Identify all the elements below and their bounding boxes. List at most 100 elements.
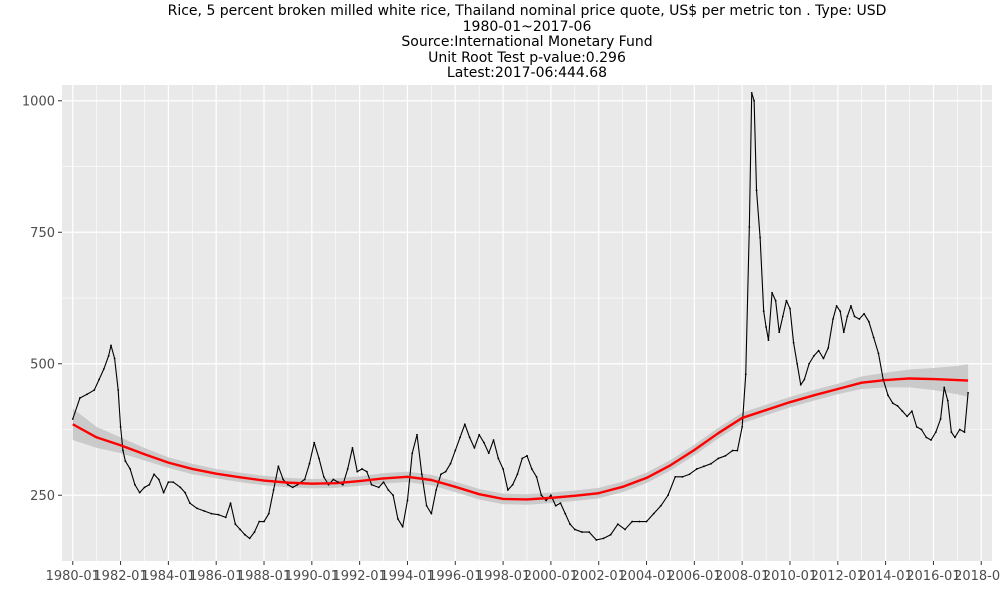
data-point (98, 378, 100, 381)
data-point (771, 291, 773, 294)
data-point (322, 475, 325, 478)
data-point (832, 318, 834, 320)
data-point (506, 489, 509, 491)
data-point (318, 457, 320, 460)
data-point (435, 489, 438, 491)
data-point (778, 331, 781, 334)
data-point (872, 336, 875, 339)
data-point (581, 531, 583, 533)
data-point (835, 305, 838, 307)
data-point (124, 460, 127, 462)
x-tick-label: 1982-01 (93, 569, 147, 584)
data-point (157, 478, 160, 481)
data-point (248, 537, 251, 540)
x-tick-label: 1992-01 (332, 569, 386, 584)
data-point (867, 320, 870, 323)
data-point (736, 449, 739, 452)
data-point (263, 520, 265, 523)
data-point (731, 449, 734, 452)
data-point (468, 436, 471, 439)
data-point (184, 491, 187, 494)
data-point (950, 431, 953, 434)
data-point (839, 310, 842, 313)
data-point (167, 481, 170, 483)
data-point (767, 339, 770, 341)
data-point (896, 404, 899, 407)
data-point (925, 436, 928, 439)
data-point (313, 441, 316, 444)
data-point (478, 433, 481, 436)
x-tick-label: 2014-01 (858, 569, 912, 584)
data-point (803, 378, 806, 381)
y-tick-label: 1000 (22, 94, 55, 109)
data-point (327, 483, 330, 486)
data-point (762, 310, 765, 313)
data-point (420, 473, 423, 476)
data-point (681, 475, 684, 478)
data-point (287, 483, 289, 486)
data-point (203, 510, 206, 512)
data-point (774, 299, 777, 302)
y-axis: 250 500 750 1000 (22, 94, 62, 504)
data-point (337, 481, 340, 483)
data-point (967, 391, 969, 394)
data-point (179, 486, 182, 489)
data-point (550, 494, 552, 497)
data-point (588, 531, 591, 533)
data-point (406, 499, 409, 502)
data-point (750, 91, 753, 94)
data-point (346, 468, 349, 470)
data-point (602, 537, 605, 540)
data-point (717, 457, 720, 460)
data-point (595, 539, 598, 541)
data-point (71, 418, 74, 420)
data-point (877, 352, 880, 355)
data-point (652, 512, 655, 515)
x-tick-label: 2002-01 (572, 569, 626, 584)
data-point (454, 449, 457, 452)
data-point (425, 504, 428, 507)
data-point (291, 486, 294, 489)
x-tick-label: 1990-01 (285, 569, 339, 584)
data-point (153, 473, 155, 476)
data-point (483, 441, 485, 444)
data-point (559, 502, 562, 505)
x-tick-label: 1996-01 (428, 569, 482, 584)
data-point (365, 470, 368, 473)
data-point (688, 473, 691, 476)
data-point (93, 389, 96, 391)
data-point (667, 494, 669, 497)
data-point (906, 415, 909, 418)
data-point (129, 468, 132, 470)
major-gridlines (62, 85, 992, 561)
data-point (463, 423, 466, 426)
data-point (703, 465, 705, 468)
data-point (243, 533, 246, 536)
data-point (846, 315, 849, 318)
data-point (930, 439, 932, 441)
confidence-band (72, 364, 969, 505)
data-point (162, 491, 165, 494)
data-point (189, 502, 191, 505)
data-point (753, 99, 756, 102)
data-point (492, 439, 495, 441)
data-point (110, 344, 112, 347)
x-tick-label: 1994-01 (380, 569, 434, 584)
data-point (645, 520, 648, 523)
data-point (377, 486, 380, 489)
data-point (308, 462, 311, 465)
data-point (397, 518, 399, 520)
x-tick-label: 2008-01 (715, 569, 769, 584)
x-tick-label: 2018-01 (954, 569, 1000, 584)
data-point (411, 452, 414, 455)
data-point (224, 516, 227, 519)
data-point (234, 523, 237, 526)
minor-gridlines (62, 85, 992, 561)
x-axis: 1980-011982-011984-011986-011988-011990-… (46, 561, 1000, 584)
data-point (487, 452, 490, 455)
x-tick-label: 2000-01 (524, 569, 578, 584)
data-point (755, 189, 758, 192)
data-point (79, 397, 81, 399)
